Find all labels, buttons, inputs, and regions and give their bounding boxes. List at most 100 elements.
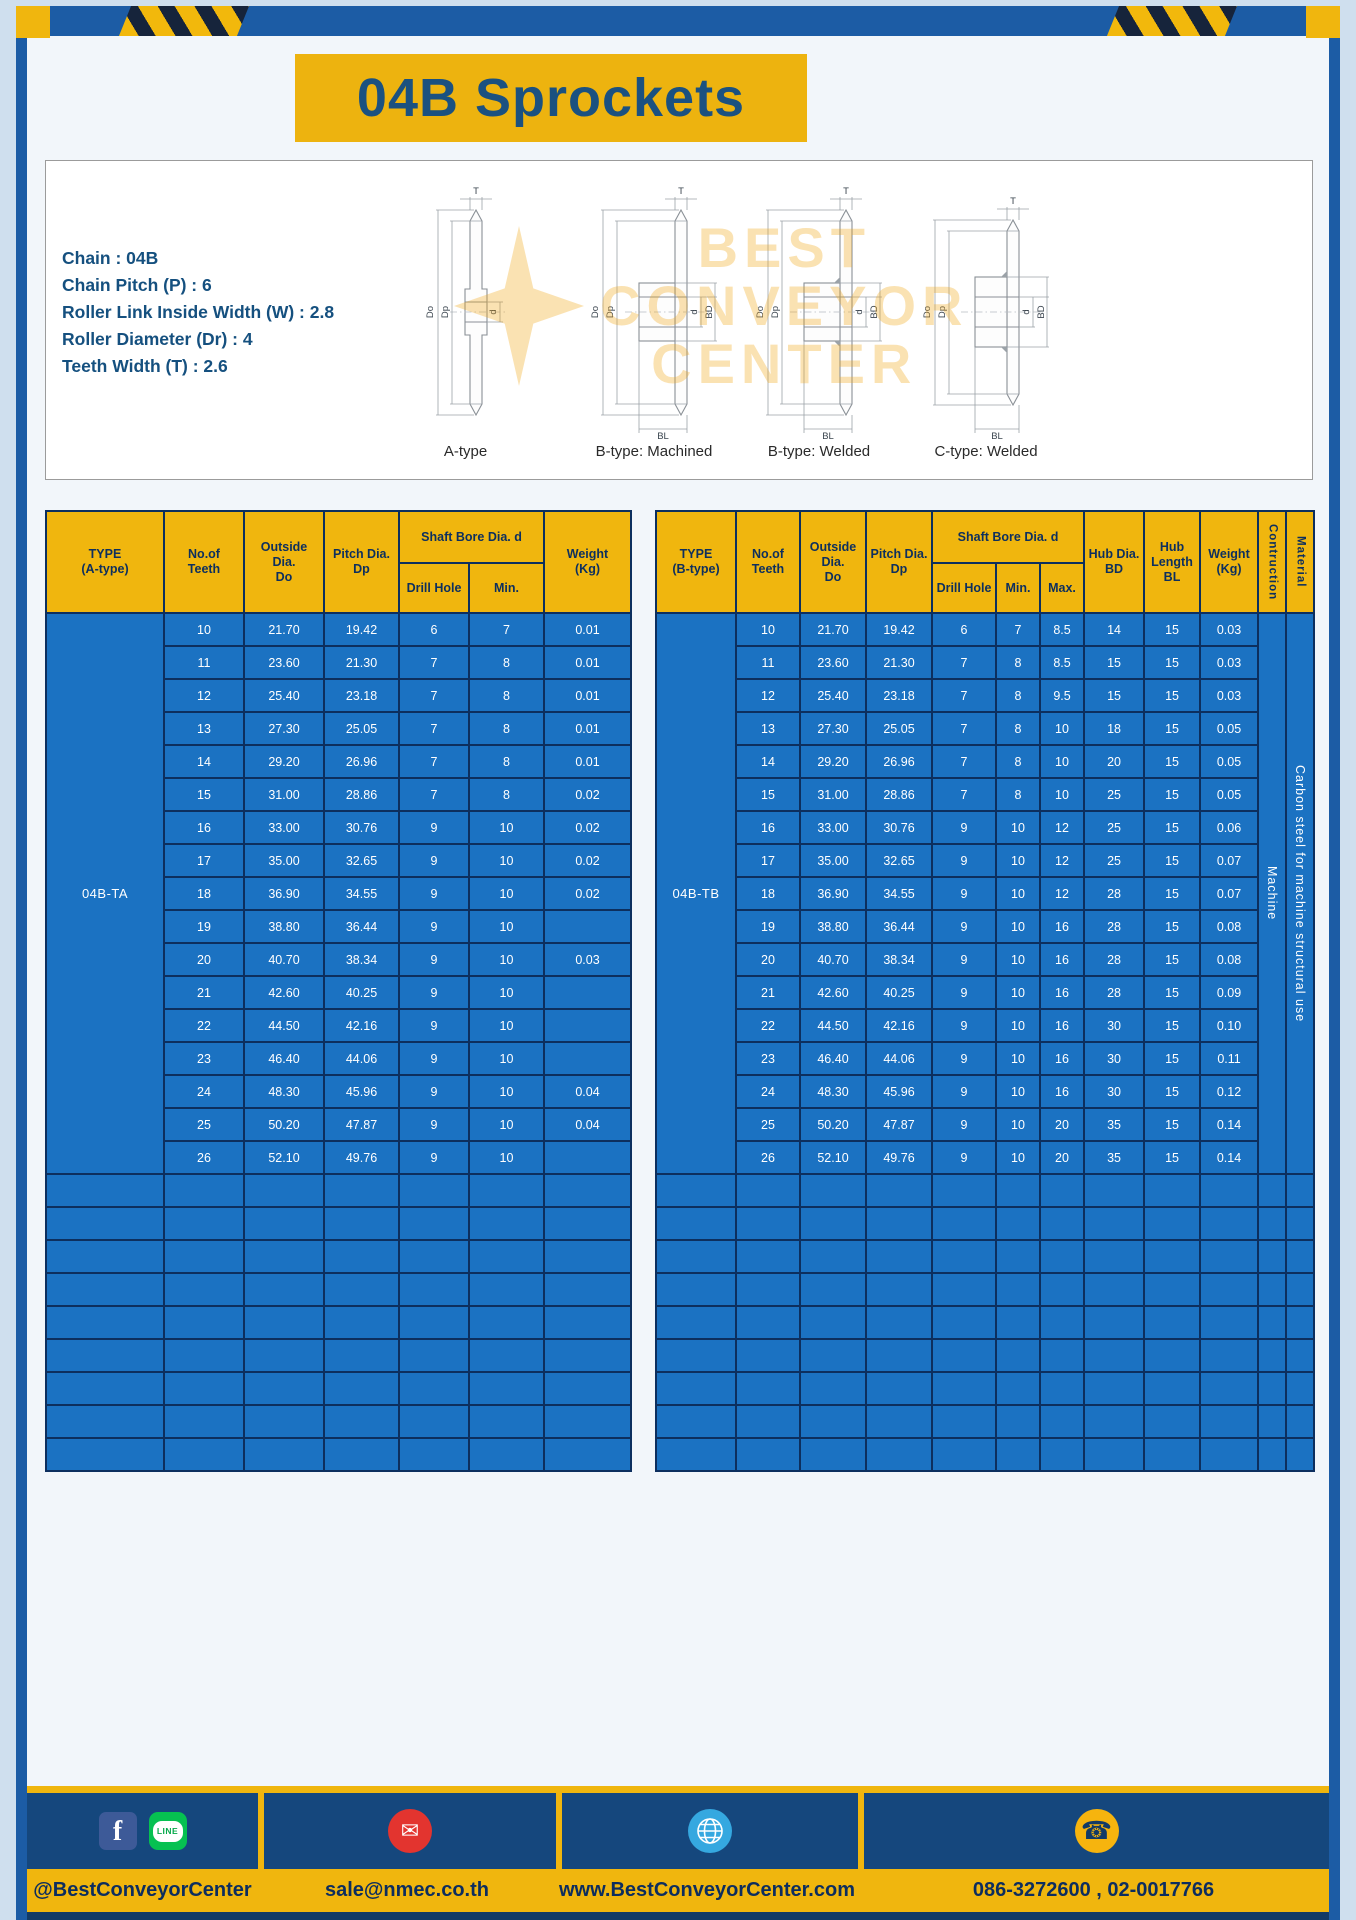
a-type-drawing: T Do Dp d [425,186,508,417]
cell: 7 [398,744,470,779]
table-row: 04B-TA 10 21.70 19.42 6 7 0.01 [45,612,632,1175]
cell: 32.65 [323,843,400,878]
dim-label-dp: Dp [937,306,948,318]
empty-cell [1257,1239,1288,1274]
empty-cell [243,1173,325,1208]
empty-cell [1199,1437,1260,1472]
cell: 10 [1038,777,1086,812]
cell: 35 [1083,1107,1146,1142]
table-row: 18 36.90 34.55 9 10 0.02 [46,876,632,911]
cell: 9 [398,909,470,944]
col-header-min: Min. [468,562,545,614]
table-row: 20 40.70 38.34 9 10 0.03 [46,942,632,977]
empty-cell [1285,1371,1316,1406]
page-title: 04B Sprockets [356,68,746,128]
cell: 46.40 [799,1041,867,1076]
empty-cell [243,1371,325,1406]
dim-label-do: Do [590,306,601,318]
empty-cell [323,1206,400,1241]
empty-cell [995,1338,1041,1373]
empty-cell [45,1206,165,1241]
empty-cell [1083,1437,1146,1472]
dim-label-t: T [473,186,479,197]
spec-and-drawing-panel: Chain : 04B Chain Pitch (P) : 6 Roller Lin… [45,160,1313,480]
cell: 35.00 [799,843,867,878]
cell: 6 [931,612,997,647]
col-header-hub-length: Hub Length BL [1143,510,1202,614]
cell: 25 [1083,843,1146,878]
empty-cell [243,1206,325,1241]
cell: 0.03 [1199,612,1260,647]
catalog-page: 04B Sprockets Chain : 04B Chain Pitch (P)… [16,6,1340,1920]
cell: 40.25 [323,975,400,1010]
b-type-machined-caption: B-type: Machined [595,443,713,460]
cell: 15 [1083,645,1146,680]
table-row: 26 52.10 49.76 9 10 [46,1140,632,1175]
empty-cell [45,1173,165,1208]
cell: 50.20 [243,1107,325,1142]
empty-cell [323,1239,400,1274]
cell: 18 [163,876,245,911]
cell: 24 [163,1074,245,1109]
cell: 20 [1038,1107,1086,1142]
cell: 0.02 [543,843,632,878]
cell: 9 [398,1008,470,1043]
cell: 21.30 [323,645,400,680]
cell: 0.04 [543,1074,632,1109]
empty-cell [1083,1305,1146,1340]
cell: 26 [735,1140,801,1175]
table-row: 23 46.40 44.06 9 10 16 30 15 0.11 [656,1041,1314,1076]
cell: 15 [1143,876,1202,911]
empty-cell [655,1206,737,1241]
cell: 25 [1083,777,1146,812]
empty-cell [243,1305,325,1340]
cell: 49.76 [865,1140,933,1175]
cell: 13 [163,711,245,746]
cell: 15 [1083,678,1146,713]
empty-cell [468,1305,545,1340]
table-row: 14 29.20 26.96 7 8 10 20 15 0.05 [656,744,1314,779]
cell: 10 [468,1074,545,1109]
cell: 0.09 [1199,975,1260,1010]
col-header-outside-dia: Outside Dia. Do [799,510,867,614]
empty-cell [735,1305,801,1340]
phone-glyph: ☎ [1080,1817,1113,1845]
cell: 15 [1143,843,1202,878]
empty-cell [1143,1404,1202,1439]
cell: 15 [1143,1008,1202,1043]
empty-cell [655,1272,737,1307]
cell: 30 [1083,1041,1146,1076]
empty-cell [468,1404,545,1439]
cell: 46.40 [243,1041,325,1076]
cell: 20 [1083,744,1146,779]
empty-cell [1199,1371,1260,1406]
cell: 7 [398,678,470,713]
empty-cell [1143,1173,1202,1208]
empty-row [655,1404,1316,1439]
empty-cell [1143,1338,1202,1373]
cell: 7 [931,711,997,746]
empty-row [45,1305,632,1340]
col-header-pitch-dia: Pitch Dia. Dp [323,510,400,614]
empty-cell [735,1272,801,1307]
cell: 44.06 [865,1041,933,1076]
cell: 7 [995,612,1041,647]
empty-cell [1083,1173,1146,1208]
empty-cell [655,1437,737,1472]
cell: 45.96 [865,1074,933,1109]
cell: 9 [398,1041,470,1076]
cell: 0.02 [543,810,632,845]
col-header-type-b: TYPE (B-type) [655,510,737,614]
table-row: 23 46.40 44.06 9 10 [46,1041,632,1076]
dim-label-do: Do [755,306,766,318]
empty-cell [45,1305,165,1340]
empty-cell [398,1371,470,1406]
cell: 12 [735,678,801,713]
table-row: 18 36.90 34.55 9 10 12 28 15 0.07 [656,876,1314,911]
cell: 14 [735,744,801,779]
col-header-shaft-bore: Shaft Bore Dia. d [930,510,1086,564]
cell: 21.70 [243,612,325,647]
type-label: 04B-TB [655,612,737,1175]
empty-cell [931,1173,997,1208]
cell: 48.30 [799,1074,867,1109]
